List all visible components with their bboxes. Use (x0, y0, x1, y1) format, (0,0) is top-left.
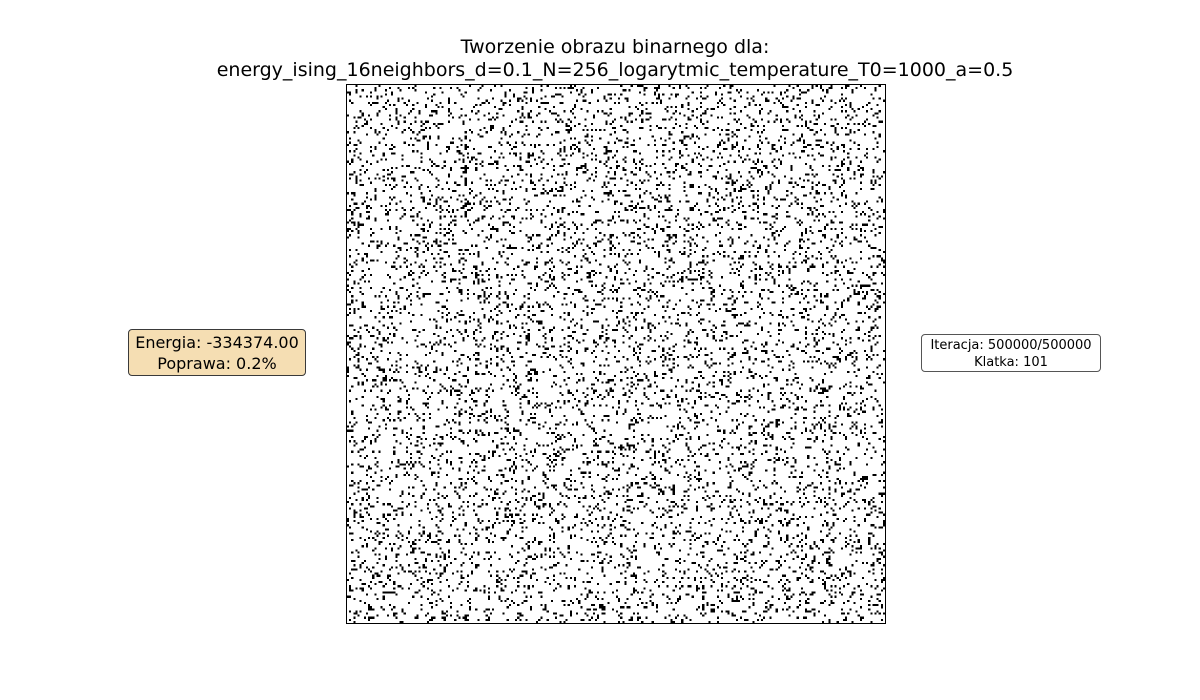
improvement-label: Poprawa: 0.2% (157, 354, 277, 373)
chart-title-line-1: Tworzenie obrazu binarnego dla: (460, 36, 770, 58)
iteration-label: Iteracja: 500000/500000 (930, 338, 1092, 353)
iteration-info-box: Iteracja: 500000/500000 Klatka: 101 (921, 334, 1101, 372)
energy-label: Energia: -334374.00 (135, 333, 299, 352)
binary-image-plot (346, 84, 886, 624)
frame-label: Klatka: 101 (974, 355, 1048, 370)
chart-title-line-2: energy_ising_16neighbors_d=0.1_N=256_log… (216, 59, 1014, 81)
binary-image-canvas (347, 85, 885, 623)
chart-title: Tworzenie obrazu binarnego dla: energy_i… (0, 36, 1200, 82)
energy-info-box: Energia: -334374.00 Poprawa: 0.2% (128, 329, 306, 376)
